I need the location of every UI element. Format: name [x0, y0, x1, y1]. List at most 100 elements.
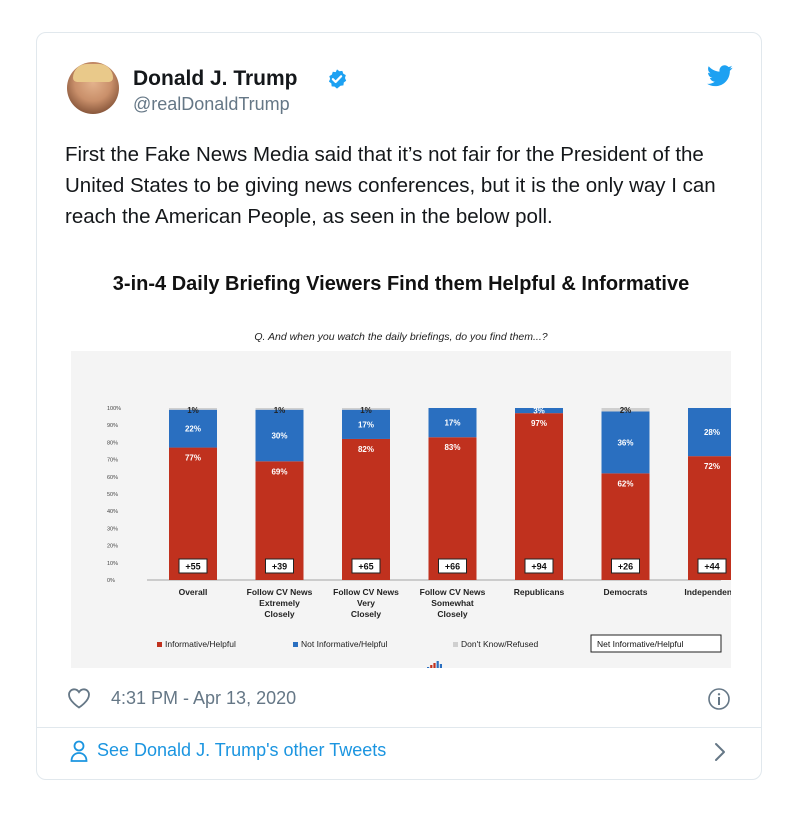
y-tick-label: 70% — [107, 458, 118, 464]
logo-bar — [439, 664, 442, 668]
tweet-text: First the Fake News Media said that it’s… — [65, 143, 716, 228]
legend-label: Not Informative/Helpful — [301, 639, 388, 649]
bar-segment — [428, 408, 477, 438]
data-label: 69% — [271, 467, 287, 476]
net-value-label: +66 — [445, 562, 460, 572]
category-label: Closely — [437, 609, 468, 619]
logo-bar — [427, 667, 430, 668]
net-value-box — [524, 558, 554, 574]
bar-segment — [169, 408, 217, 410]
data-label: 17% — [358, 420, 374, 429]
data-label: 1% — [187, 406, 199, 415]
category-label: Follow CV News — [247, 587, 313, 597]
y-tick-label: 100% — [107, 406, 121, 412]
net-value-label: +44 — [704, 562, 719, 572]
bar-segment — [342, 409, 390, 439]
y-tick-label: 60% — [107, 475, 118, 481]
chart-subtitle: Q. And when you watch the daily briefing… — [254, 331, 548, 343]
net-value-box — [178, 558, 208, 574]
category-label: Overall — [179, 587, 208, 597]
data-label: 2% — [620, 406, 632, 415]
data-label: 82% — [358, 445, 374, 454]
legend-swatch — [157, 642, 162, 647]
data-label: 36% — [617, 438, 633, 447]
y-tick-label: 0% — [107, 578, 115, 584]
chart-title: 3-in-4 Daily Briefing Viewers Find them … — [112, 273, 690, 295]
bar-segment — [169, 409, 217, 448]
logo-bar — [433, 663, 436, 668]
net-value-box — [438, 558, 467, 574]
bar-segment — [169, 447, 217, 580]
divider — [37, 727, 761, 728]
bar-segment — [255, 408, 304, 410]
legend-label: Informative/Helpful — [165, 639, 236, 649]
bar-segment — [428, 437, 477, 580]
y-tick-label: 50% — [107, 492, 118, 498]
logo-bar — [430, 665, 433, 668]
verified-badge-icon — [328, 69, 347, 89]
data-label: 62% — [617, 479, 633, 488]
bar-segment — [515, 413, 563, 580]
data-label: 30% — [271, 432, 287, 441]
info-icon[interactable] — [707, 687, 731, 711]
category-label: Follow CV News — [420, 587, 486, 597]
y-tick-label: 90% — [107, 423, 118, 429]
data-label: 77% — [185, 454, 201, 463]
data-label: 17% — [444, 419, 460, 428]
net-value-label: +94 — [531, 562, 546, 572]
tweet-card: Donald J. Trump @realDonaldTrump First t… — [36, 32, 762, 780]
tweet-timestamp[interactable]: 4:31 PM - Apr 13, 2020 — [111, 688, 297, 708]
net-value-box — [351, 558, 381, 574]
tweet-meta: 4:31 PM - Apr 13, 2020 — [67, 685, 737, 715]
net-legend-box — [590, 634, 722, 653]
y-tick-label: 30% — [107, 526, 118, 532]
bar-segment — [255, 409, 304, 462]
heart-icon[interactable] — [67, 687, 91, 709]
avatar[interactable] — [67, 62, 119, 114]
legend-label: Don't Know/Refused — [461, 639, 538, 649]
category-label: Democrats — [604, 587, 648, 597]
category-label: Independents — [684, 587, 731, 597]
data-label: 83% — [444, 443, 460, 452]
data-label: 22% — [185, 425, 201, 434]
y-tick-label: 80% — [107, 440, 118, 446]
category-label: Follow CV News — [333, 587, 399, 597]
bar-segment — [601, 411, 650, 474]
poll-chart-image[interactable]: 3-in-4 Daily Briefing Viewers Find them … — [71, 273, 731, 668]
net-value-label: +65 — [358, 562, 373, 572]
category-label: Republicans — [514, 587, 565, 597]
data-label: 72% — [704, 462, 720, 471]
category-label: Closely — [351, 609, 382, 619]
legend-swatch — [293, 642, 298, 647]
net-value-box — [697, 558, 727, 574]
bar-segment — [601, 408, 650, 412]
data-label: 1% — [274, 406, 286, 415]
y-tick-label: 20% — [107, 544, 118, 550]
bar-segment — [515, 408, 563, 414]
net-value-label: +26 — [618, 562, 633, 572]
category-label: Extremely — [259, 598, 300, 608]
category-label: Closely — [264, 609, 295, 619]
author-name[interactable]: Donald J. Trump — [133, 67, 298, 90]
data-label: 28% — [704, 428, 720, 437]
y-tick-label: 10% — [107, 561, 118, 567]
bar-segment — [342, 408, 390, 410]
author-handle[interactable]: @realDonaldTrump — [133, 94, 290, 114]
twitter-bird-icon[interactable] — [707, 65, 733, 87]
net-value-label: +39 — [272, 562, 287, 572]
net-value-box — [265, 558, 294, 574]
category-label: Somewhat — [431, 598, 474, 608]
net-value-box — [611, 558, 640, 574]
bar-segment — [688, 408, 731, 457]
y-tick-label: 40% — [107, 509, 118, 515]
category-label: Very — [357, 598, 375, 608]
data-label: 97% — [531, 419, 547, 428]
stacked-bar-chart: 0% 10% 20% 30% 40% 50% 60% 70% 80% 90% 100% 77% 22% 1… — [71, 351, 731, 668]
other-tweets-link[interactable]: See Donald J. Trump's other Tweets — [37, 728, 761, 780]
bar-segment — [342, 438, 390, 580]
net-legend-label: Net Informative/Helpful — [597, 639, 684, 649]
chevron-right-icon[interactable] — [713, 741, 727, 763]
other-tweets-label[interactable]: See Donald J. Trump's other Tweets — [97, 740, 387, 760]
net-value-label: +55 — [185, 562, 200, 572]
data-label: 3% — [533, 407, 545, 416]
